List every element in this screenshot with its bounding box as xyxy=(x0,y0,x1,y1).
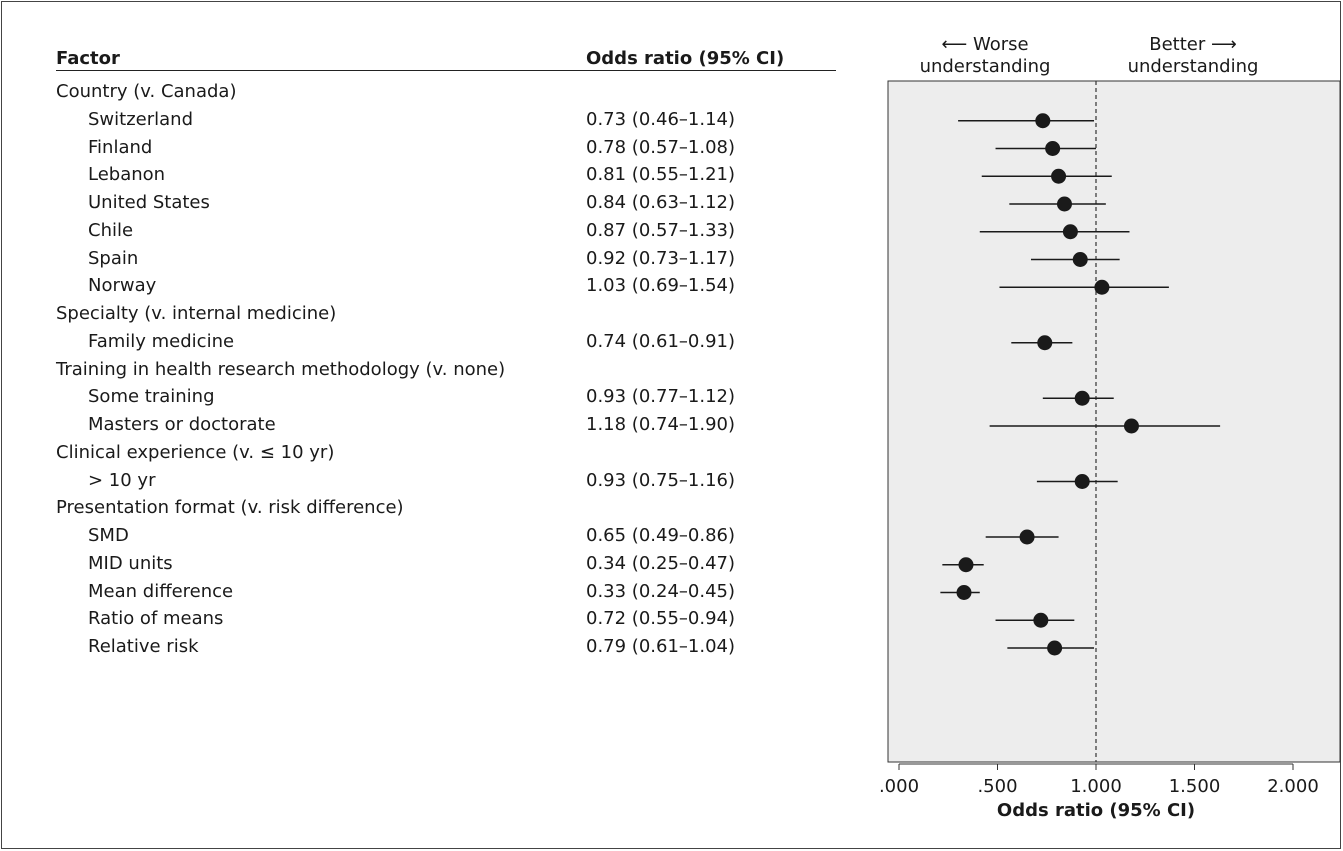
odds-ratio-value: 1.03 (0.69–1.54) xyxy=(586,275,736,297)
odds-ratio-point xyxy=(1037,335,1053,351)
left-arrow-icon: ⟵ xyxy=(941,34,968,55)
odds-ratio-value: 0.92 (0.73–1.17) xyxy=(586,247,736,269)
plot-panel xyxy=(887,80,1341,763)
odds-ratio-value: 0.81 (0.55–1.21) xyxy=(586,164,736,186)
odds-ratio-value: 0.34 (0.25–0.47) xyxy=(586,552,736,574)
odds-ratio-value: 1.18 (0.74–1.90) xyxy=(586,414,736,435)
odds-ratio-value: 0.73 (0.46–1.14) xyxy=(586,108,736,130)
odds-ratio-point xyxy=(1047,640,1063,656)
odds-ratio-value: 0.79 (0.61–1.04) xyxy=(586,636,736,657)
worse-understanding-label: ⟵ Worse understanding xyxy=(895,34,1075,78)
odds-ratio-value: 0.87 (0.57–1.33) xyxy=(586,219,736,241)
factor-level-label: > 10 yr xyxy=(88,469,156,491)
odds-ratio-point xyxy=(1123,418,1139,434)
odds-ratio-point xyxy=(1072,252,1088,267)
factor-group-label: Presentation format (v. risk difference) xyxy=(56,497,404,519)
x-tick-label: 2.000 xyxy=(1267,776,1319,797)
factor-level-label: Switzerland xyxy=(88,108,193,130)
odds-ratio-point xyxy=(956,585,972,600)
factor-level-label: Masters or doctorate xyxy=(88,414,276,435)
odds-ratio-point xyxy=(958,557,974,573)
factor-group-label: Country (v. Canada) xyxy=(56,81,237,102)
factor-level-label: Chile xyxy=(88,219,134,241)
factor-group-label: Clinical experience (v. ≤ 10 yr) xyxy=(56,441,335,463)
factor-level-label: Ratio of means xyxy=(88,608,224,630)
factor-level-label: MID units xyxy=(88,552,173,574)
factor-level-label: Lebanon xyxy=(88,164,166,186)
odds-ratio-point xyxy=(1019,529,1035,545)
odds-ratio-point xyxy=(1035,113,1051,129)
x-tick-label: .500 xyxy=(977,776,1017,797)
factor-group-label: Training in health research methodology … xyxy=(56,358,506,380)
odds-ratio-value: 0.78 (0.57–1.08) xyxy=(586,136,736,158)
odds-ratio-point xyxy=(1074,474,1090,489)
odds-ratio-point xyxy=(1045,141,1061,156)
x-tick-label: 1.500 xyxy=(1169,776,1221,797)
odds-ratio-value: 0.74 (0.61–0.91) xyxy=(586,330,736,352)
odds-ratio-value: 0.72 (0.55–0.94) xyxy=(586,608,736,630)
better-text: Better xyxy=(1149,34,1206,55)
factor-level-label: Mean difference xyxy=(88,580,234,602)
odds-ratio-point xyxy=(1056,196,1072,212)
factor-level-label: Spain xyxy=(88,247,139,269)
better-text-line2: understanding xyxy=(1127,56,1259,77)
factor-level-label: Relative risk xyxy=(88,636,199,657)
x-axis-label: Odds ratio (95% CI) xyxy=(997,800,1195,821)
right-arrow-icon: ⟶ xyxy=(1210,34,1237,55)
odds-ratio-value: 0.93 (0.75–1.16) xyxy=(586,469,736,491)
odds-ratio-column-header: Odds ratio (95% CI) xyxy=(586,48,785,69)
factor-group-label: Specialty (v. internal medicine) xyxy=(56,303,337,324)
odds-ratio-value: 0.93 (0.77–1.12) xyxy=(586,386,736,408)
factor-level-label: Finland xyxy=(88,136,153,158)
x-tick-label: 1.000 xyxy=(1070,776,1122,797)
odds-ratio-point xyxy=(1074,390,1090,406)
factor-level-label: United States xyxy=(88,192,210,213)
factor-level-label: Family medicine xyxy=(88,330,235,352)
odds-ratio-point xyxy=(1051,168,1067,184)
worse-text: Worse xyxy=(972,34,1029,55)
odds-ratio-value: 0.33 (0.24–0.45) xyxy=(586,580,736,602)
x-tick-label: .000 xyxy=(879,776,919,797)
odds-ratio-point xyxy=(1033,612,1049,628)
odds-ratio-value: 0.84 (0.63–1.12) xyxy=(586,192,736,213)
factor-level-label: Some training xyxy=(88,386,215,408)
better-understanding-label: Better ⟶ understanding xyxy=(1103,34,1283,78)
factor-level-label: SMD xyxy=(88,525,129,546)
factor-column-header: Factor xyxy=(56,48,120,69)
factor-level-label: Norway xyxy=(88,275,157,297)
odds-ratio-point xyxy=(1062,224,1078,240)
header-rule xyxy=(56,70,836,71)
odds-ratio-value: 0.65 (0.49–0.86) xyxy=(586,525,736,546)
worse-text-line2: understanding xyxy=(919,56,1051,77)
odds-ratio-point xyxy=(1094,279,1110,295)
